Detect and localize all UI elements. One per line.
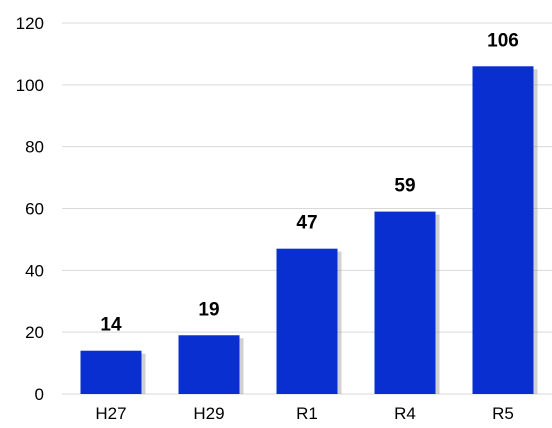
y-axis-tick-labels: 0 20 40 60 80 100 120 bbox=[16, 14, 44, 404]
y-tick-label: 100 bbox=[16, 76, 44, 95]
y-tick-label: 80 bbox=[25, 138, 44, 157]
data-label: 19 bbox=[198, 299, 219, 320]
x-tick-label: R4 bbox=[394, 404, 416, 423]
y-tick-label: 20 bbox=[25, 323, 44, 342]
y-tick-label: 0 bbox=[35, 385, 44, 404]
data-label: 106 bbox=[487, 30, 519, 51]
x-tick-label: H29 bbox=[193, 404, 224, 423]
y-tick-label: 40 bbox=[25, 261, 44, 280]
bar-h27 bbox=[80, 350, 142, 394]
bar-r5 bbox=[472, 66, 534, 395]
bar-h29 bbox=[178, 335, 240, 394]
data-label: 59 bbox=[394, 176, 415, 197]
x-tick-label: H27 bbox=[95, 404, 126, 423]
data-label: 14 bbox=[100, 315, 122, 336]
x-tick-label: R1 bbox=[296, 404, 318, 423]
y-tick-label: 120 bbox=[16, 14, 44, 33]
y-tick-label: 60 bbox=[25, 200, 44, 219]
x-axis-tick-labels: H27 H29 R1 R4 R5 bbox=[95, 404, 513, 423]
bars bbox=[80, 66, 538, 395]
data-labels: 14 19 47 59 106 bbox=[100, 30, 518, 335]
x-tick-label: R5 bbox=[492, 404, 514, 423]
bar-r1 bbox=[276, 248, 338, 394]
bar-r4 bbox=[374, 211, 436, 394]
data-label: 47 bbox=[296, 213, 317, 234]
